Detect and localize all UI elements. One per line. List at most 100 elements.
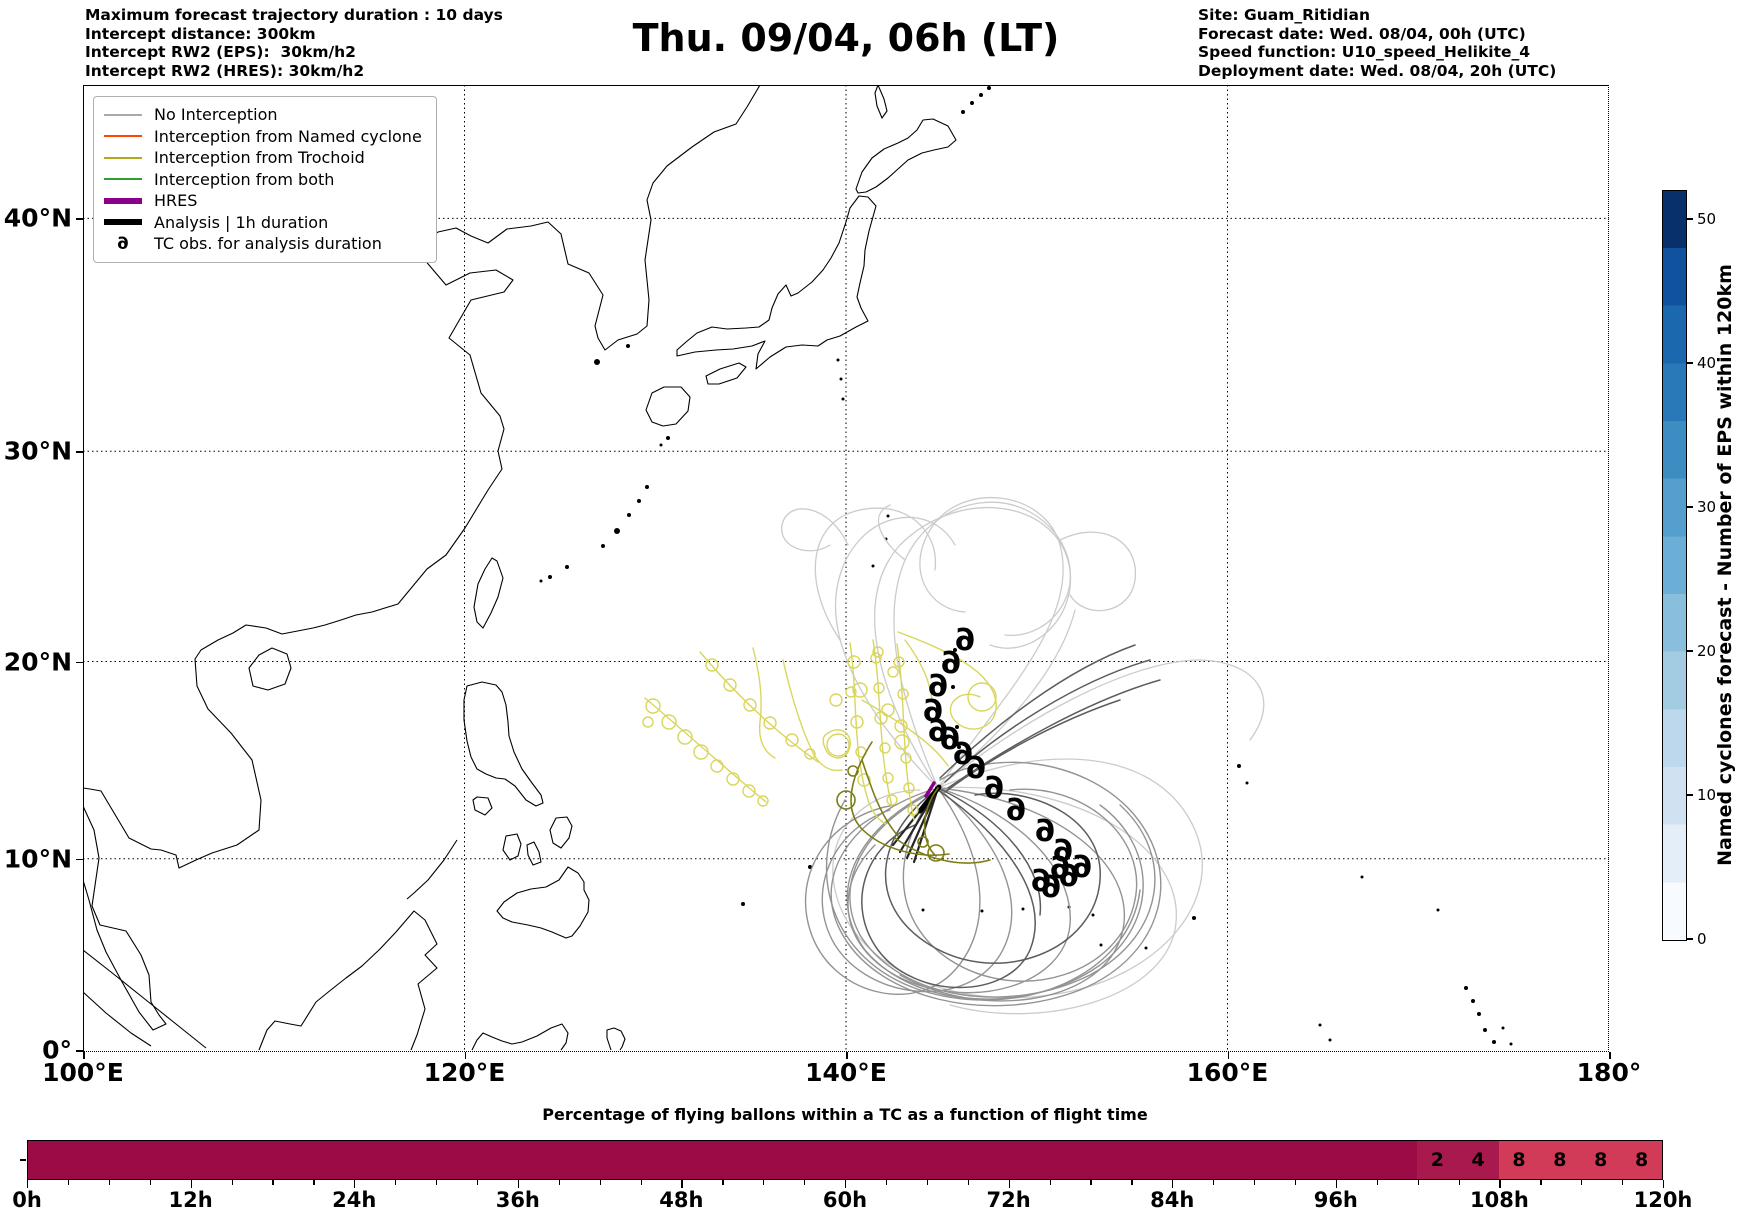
time-tick-minor (231, 1180, 233, 1185)
traj-group-trochoid-light (642, 631, 997, 825)
lon-tick-mark (846, 1052, 848, 1059)
mindoro-island (472, 796, 493, 816)
sulawesi-tip (471, 1023, 569, 1051)
trajectories-layer (642, 497, 1265, 1015)
malay-peninsula-coast (83, 805, 167, 1031)
cyclone-glyph: 6 (117, 233, 129, 254)
time-tick-minor (1213, 1180, 1215, 1185)
tc-obs-symbol: 6 (966, 751, 987, 786)
tc-obs-symbol: 6 (940, 722, 961, 757)
tc-obs-symbol: 6 (984, 771, 1005, 806)
legend-line-swatch (104, 219, 142, 226)
tc-obs-symbol: 6 (1006, 793, 1027, 828)
time-tick-minor (763, 1180, 765, 1185)
lon-tick-mark (83, 1052, 85, 1059)
time-tick-minor (313, 1180, 315, 1185)
time-tick-label: 24h (332, 1188, 377, 1212)
intercept-rw2-eps-line: Intercept RW2 (EPS): 30km/h2 (85, 43, 356, 61)
tc-obs-symbol: 6 (1031, 864, 1052, 899)
time-tick-minor (885, 1180, 888, 1185)
time-tick-minor (1049, 1180, 1051, 1185)
forecast-date-line: Forecast date: Wed. 08/04, 00h (UTC) (1198, 24, 1526, 43)
colorbar-label: Named cyclones forecast - Number of EPS … (1714, 264, 1736, 866)
time-tick-minor (967, 1180, 969, 1185)
tc-obs-symbol: 6 (955, 623, 976, 658)
site-info-block: Site: Guam_Ritidian Forecast date: Wed. … (1198, 6, 1556, 80)
asia-mainland-coast (83, 85, 761, 869)
lon-tick-mark (464, 1052, 466, 1059)
time-tick-major (1008, 1180, 1010, 1188)
time-tick-major (354, 1180, 356, 1188)
time-tick-minor (67, 1180, 70, 1185)
hainan-island (248, 647, 292, 691)
panay-island (502, 833, 522, 861)
legend-item-2: Interception from Trochoid (104, 147, 422, 169)
tc-obs-symbol: 6 (1050, 851, 1071, 886)
tc-obs-symbol: 6 (923, 694, 944, 729)
halmahera-tip (606, 1027, 626, 1051)
lon-tick-mark (1609, 1052, 1611, 1059)
flight-bar-segment-4: 8 (1539, 1141, 1581, 1179)
colorbar-tick-label: 40 (1697, 353, 1717, 372)
mindanao-island (496, 866, 590, 939)
time-tick-label: 12h (168, 1188, 213, 1212)
time-tick-label: 108h (1469, 1188, 1529, 1212)
tc-obs-symbol: 6 (1059, 859, 1080, 894)
legend-item-label: Interception from Named cyclone (154, 126, 422, 146)
time-tick-major (681, 1180, 683, 1188)
lat-tick-mark (76, 661, 83, 664)
time-tick-minor (1458, 1180, 1460, 1185)
time-tick-major (517, 1180, 520, 1188)
lat-tick-mark (76, 858, 83, 861)
time-tick-minor (1294, 1180, 1297, 1185)
lon-tick-label: 160°E (1186, 1058, 1269, 1087)
speed-function-line: Speed function: U10_speed_Helikite_4 (1198, 43, 1531, 61)
run-parameters-block: Maximum forecast trajectory duration : 1… (85, 6, 503, 80)
tc-obs-symbol: 6 (1053, 834, 1074, 869)
flight-bar-segment-2: 4 (1457, 1141, 1499, 1179)
colorbar-tick-label: 10 (1697, 785, 1717, 804)
time-tick-minor (149, 1180, 151, 1185)
time-tick-major (845, 1180, 847, 1188)
legend-line-swatch (104, 113, 142, 116)
deployment-date-line: Deployment date: Wed. 08/04, 20h (UTC) (1198, 61, 1557, 80)
intercept-rw2-hres-line: Intercept RW2 (HRES): 30km/h2 (85, 61, 365, 80)
shikoku-island (705, 362, 747, 385)
graticule (83, 85, 1609, 1050)
time-tick-label: 36h (495, 1188, 540, 1212)
page-title: Thu. 09/04, 06h (LT) (632, 16, 1060, 60)
flight-bar-title: Percentage of flying ballons within a TC… (542, 1105, 1148, 1124)
coastlines (83, 85, 1513, 1051)
lon-tick-label: 120°E (423, 1058, 506, 1087)
hokkaido-island (855, 118, 957, 194)
time-tick-major (190, 1180, 192, 1188)
flight-bar-segment-3: 8 (1498, 1141, 1540, 1179)
lat-tick-label: 10°N (3, 844, 72, 874)
lon-tick-label: 180° (1576, 1058, 1642, 1087)
sumatra-coast-2 (83, 991, 152, 1047)
time-tick-minor (1581, 1180, 1583, 1185)
legend-item-label: TC obs. for analysis duration (154, 234, 382, 254)
small-islands-dots (539, 86, 1513, 1046)
time-tick-label: 120h (1633, 1188, 1693, 1212)
legend-item-label: Interception from Trochoid (154, 148, 365, 168)
time-tick-minor (599, 1180, 601, 1185)
colorbar-tick-mark (1687, 362, 1693, 364)
time-tick-minor (395, 1180, 397, 1185)
flight-bar-ytick (20, 1159, 26, 1161)
time-tick-minor (640, 1180, 642, 1185)
colorbar-tick-mark (1687, 218, 1693, 220)
colorbar-tick-mark (1687, 794, 1693, 796)
lat-tick-label: 30°N (3, 436, 72, 466)
cebu-island (526, 841, 542, 866)
colorbar-tick-label: 0 (1697, 930, 1707, 948)
time-tick-minor (272, 1180, 274, 1185)
time-tick-minor (926, 1180, 929, 1185)
colorbar-tick-label: 50 (1697, 209, 1717, 228)
time-tick-minor (1417, 1180, 1419, 1185)
tc-obs-symbol: 6 (928, 669, 949, 704)
legend-item-3: Interception from both (104, 169, 422, 191)
time-tick-minor (804, 1180, 806, 1185)
